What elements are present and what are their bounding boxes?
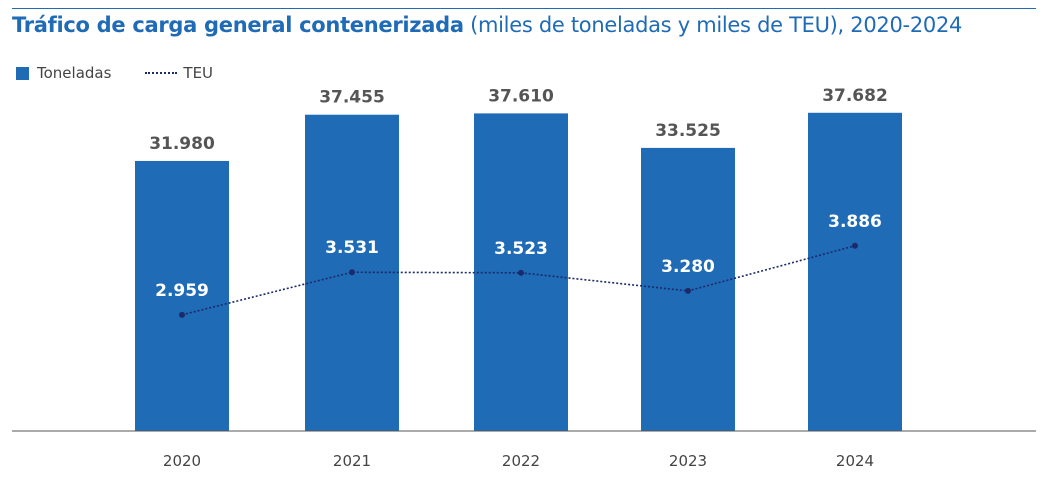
top-rule bbox=[12, 8, 1036, 9]
teu-point-2023 bbox=[685, 287, 691, 294]
bar-2024 bbox=[808, 112, 902, 431]
legend-swatch-toneladas bbox=[16, 66, 29, 80]
bar-2020 bbox=[135, 160, 229, 432]
teu-label-2021: 3.531 bbox=[325, 238, 379, 258]
x-tick-2020: 2020 bbox=[163, 452, 201, 470]
bar-label-2023: 33.525 bbox=[655, 121, 721, 141]
x-tick-2022: 2022 bbox=[502, 452, 540, 470]
teu-label-2022: 3.523 bbox=[494, 239, 548, 259]
teu-label-2024: 3.886 bbox=[828, 212, 882, 232]
teu-point-2024 bbox=[852, 242, 858, 249]
bar-label-2020: 31.980 bbox=[149, 134, 215, 154]
bar-label-2021: 37.455 bbox=[319, 88, 385, 108]
legend-label-teu: TEU bbox=[183, 64, 214, 82]
teu-label-2023: 3.280 bbox=[661, 257, 715, 277]
title-main: Tráfico de carga general contenerizada bbox=[12, 13, 464, 37]
legend-label-toneladas: Toneladas bbox=[37, 64, 112, 82]
x-tick-2021: 2021 bbox=[333, 452, 371, 470]
legend-swatch-teu bbox=[145, 72, 178, 74]
title-sub: (miles de toneladas y miles de TEU), 202… bbox=[470, 13, 963, 37]
x-tick-2023: 2023 bbox=[669, 452, 707, 470]
x-tick-2024: 2024 bbox=[836, 452, 874, 470]
bar-label-2024: 37.682 bbox=[822, 86, 888, 106]
teu-point-2021 bbox=[349, 269, 355, 276]
teu-point-2022 bbox=[518, 269, 524, 276]
chart-title: Tráfico de carga general contenerizada (… bbox=[12, 13, 962, 37]
bar-label-2022: 37.610 bbox=[488, 86, 554, 106]
legend: Toneladas TEU bbox=[16, 64, 213, 82]
teu-label-2020: 2.959 bbox=[155, 281, 209, 301]
teu-point-2020 bbox=[179, 311, 185, 318]
